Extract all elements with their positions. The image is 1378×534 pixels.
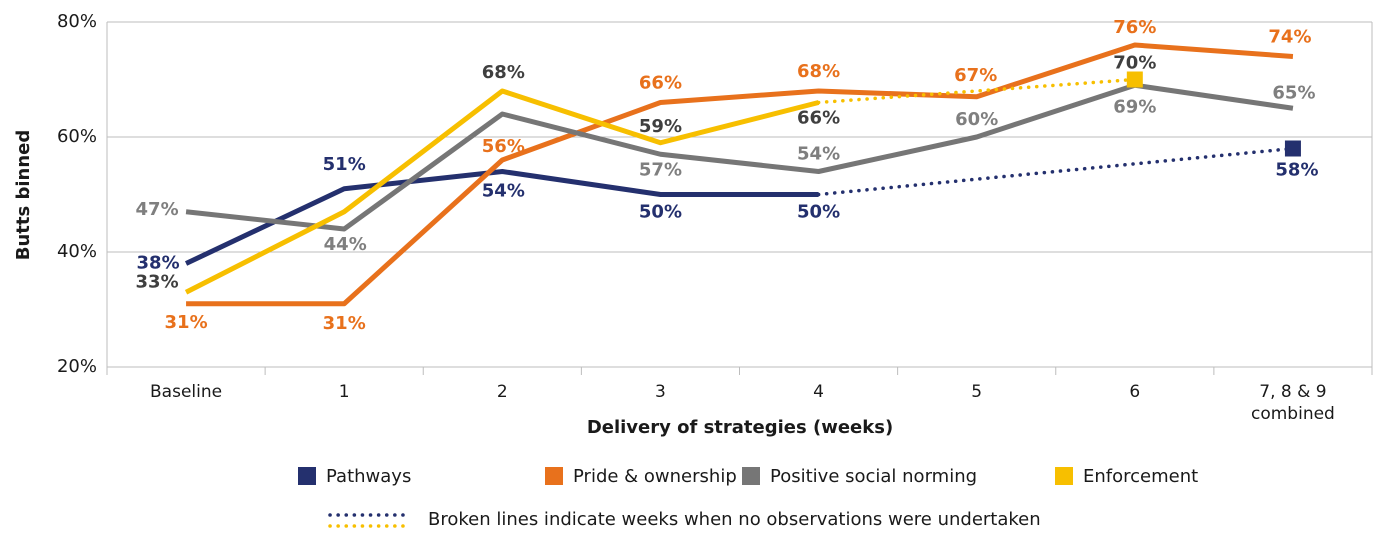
value-label: 56% bbox=[482, 136, 525, 157]
value-label: 31% bbox=[323, 313, 366, 334]
value-label: 47% bbox=[136, 199, 179, 220]
legend-swatch bbox=[298, 467, 316, 485]
y-tick-label: 20% bbox=[57, 356, 97, 377]
gap-connector bbox=[816, 146, 1295, 197]
value-label: 70% bbox=[1113, 53, 1156, 74]
value-label: 65% bbox=[1272, 82, 1315, 103]
y-tick-label: 40% bbox=[57, 241, 97, 262]
value-label: 33% bbox=[136, 271, 179, 292]
value-label: 69% bbox=[1113, 96, 1156, 117]
series-line bbox=[186, 42, 1294, 307]
y-axis-title: Butts binned bbox=[13, 130, 34, 261]
value-label: 38% bbox=[137, 253, 180, 274]
value-label: 44% bbox=[324, 234, 367, 255]
legend-swatch bbox=[1055, 467, 1073, 485]
value-label: 68% bbox=[797, 61, 840, 82]
x-tick-label: 7, 8 & 9 combined bbox=[1251, 382, 1335, 424]
value-label: 54% bbox=[797, 144, 840, 165]
value-label: 51% bbox=[323, 154, 366, 175]
x-axis-title: Delivery of strategies (weeks) bbox=[587, 417, 893, 438]
point-marker bbox=[1284, 140, 1301, 157]
value-label: 54% bbox=[482, 181, 525, 202]
legend-label: Pathways bbox=[326, 466, 411, 487]
x-tick-label: 6 bbox=[1129, 382, 1141, 402]
legend-label: Positive social norming bbox=[770, 466, 977, 487]
note: Broken lines indicate weeks when no obse… bbox=[428, 509, 1041, 530]
x-tick-label: 5 bbox=[971, 382, 983, 402]
value-label: 60% bbox=[955, 109, 998, 130]
y-tick-label: 80% bbox=[57, 11, 97, 32]
x-tick-label: 4 bbox=[813, 382, 824, 402]
series-line bbox=[185, 82, 1294, 232]
value-label: 59% bbox=[639, 116, 682, 137]
value-label: 66% bbox=[639, 73, 682, 94]
value-label: 67% bbox=[954, 65, 997, 86]
legend-swatch bbox=[742, 467, 760, 485]
value-label: 57% bbox=[639, 159, 682, 180]
value-label: 68% bbox=[482, 62, 525, 83]
value-label: 74% bbox=[1268, 27, 1311, 48]
x-tick-label: 1 bbox=[338, 382, 350, 402]
y-tick-label: 60% bbox=[57, 126, 97, 147]
x-tick-label: 3 bbox=[655, 382, 666, 402]
x-tick-label: Baseline bbox=[150, 382, 223, 402]
legend-label: Enforcement bbox=[1083, 466, 1198, 487]
value-label: 66% bbox=[797, 108, 840, 129]
value-label: 50% bbox=[797, 202, 840, 223]
legend-label: Pride & ownership bbox=[573, 466, 737, 487]
x-tick-label: 2 bbox=[496, 382, 508, 402]
value-label: 58% bbox=[1275, 160, 1318, 181]
legend-swatch bbox=[545, 467, 563, 485]
value-label: 31% bbox=[165, 312, 208, 333]
value-label: 50% bbox=[639, 202, 682, 223]
value-label: 76% bbox=[1113, 17, 1156, 38]
point-marker bbox=[1126, 71, 1143, 88]
